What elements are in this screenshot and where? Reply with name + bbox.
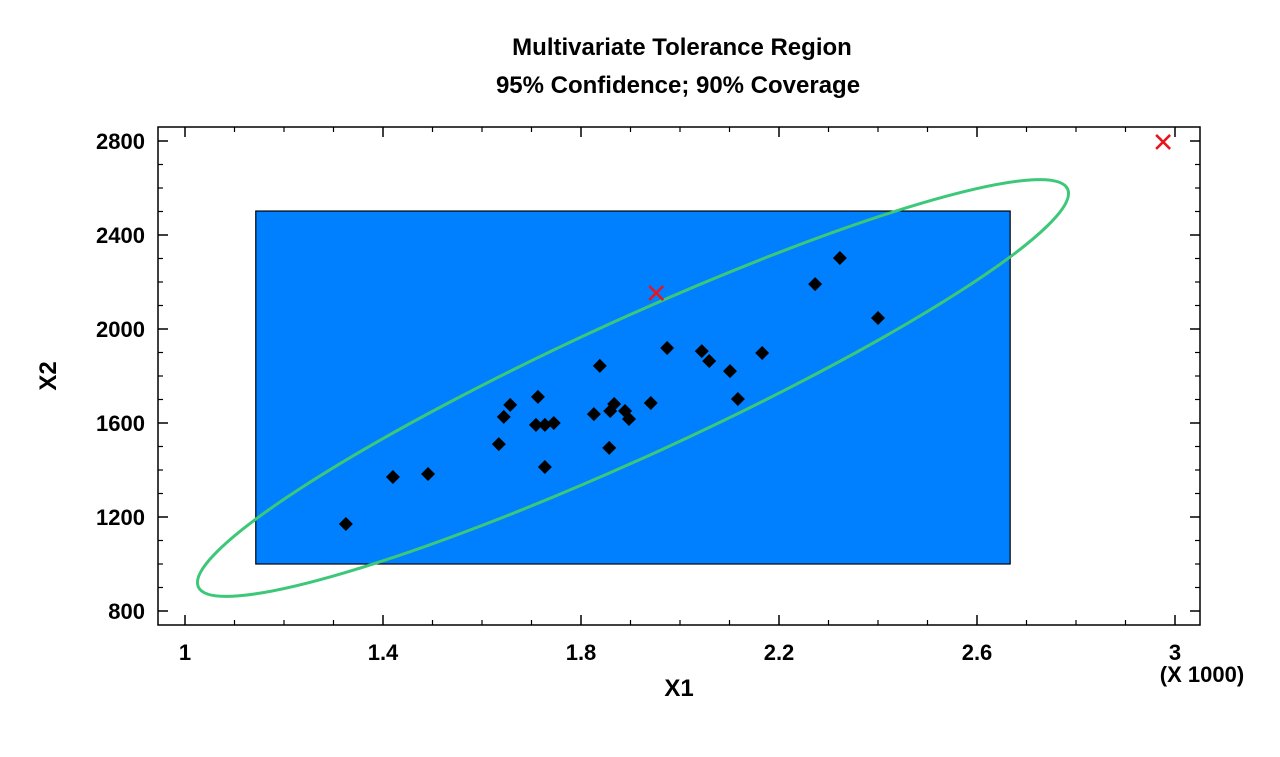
plot-area: 1 1.4 1.8 2.2 2.6 3 800 1200 1600 2000 2400 2800	[96, 126, 1201, 665]
chart-title: Multivariate Tolerance Region	[512, 34, 852, 61]
x-axis-label: X1	[664, 675, 693, 702]
y-tick-label: 2800	[96, 129, 145, 154]
y-tick-label: 800	[108, 599, 145, 624]
marked-point	[648, 285, 665, 301]
data-point	[755, 345, 770, 360]
data-point	[537, 459, 552, 474]
x-tick-label: 1.4	[368, 640, 399, 665]
chart-subtitle: 95% Confidence; 90% Coverage	[496, 72, 860, 99]
data-point	[586, 407, 601, 422]
data-point	[832, 251, 847, 266]
y-tick-label: 2000	[96, 317, 145, 342]
data-point	[592, 358, 607, 373]
data-point	[660, 341, 675, 356]
data-point	[503, 397, 518, 412]
y-tick-label: 1600	[96, 411, 145, 436]
x-tick-label: 1.8	[566, 640, 597, 665]
data-point	[546, 416, 561, 430]
tolerance-rectangle	[255, 210, 1011, 565]
data-point	[338, 517, 353, 532]
data-point	[530, 389, 545, 404]
x-tick-label: 3	[1169, 640, 1181, 665]
data-point	[730, 392, 745, 407]
y-tick-label: 1200	[96, 505, 145, 530]
data-point	[385, 470, 400, 485]
data-point	[607, 396, 622, 411]
x-tick-label: 1	[179, 640, 191, 665]
data-point	[537, 417, 552, 432]
y-tick-label: 2400	[96, 223, 145, 248]
data-point	[528, 417, 543, 432]
data-point	[622, 412, 637, 427]
data-point	[421, 466, 436, 481]
x-scale-note: (X 1000)	[1160, 662, 1244, 687]
data-point	[643, 396, 658, 411]
data-point	[491, 437, 506, 452]
data-point	[808, 277, 823, 292]
marked-point	[1155, 134, 1172, 150]
data-point	[702, 353, 717, 368]
data-point	[694, 344, 709, 359]
tolerance-ellipse	[195, 178, 1071, 598]
x-tick-label: 2.6	[962, 640, 993, 665]
data-point	[722, 364, 737, 379]
data-point	[871, 310, 885, 325]
x-tick-label: 2.2	[764, 640, 795, 665]
data-point	[602, 440, 617, 455]
y-axis-label: X2	[35, 361, 62, 390]
data-point	[496, 409, 511, 424]
